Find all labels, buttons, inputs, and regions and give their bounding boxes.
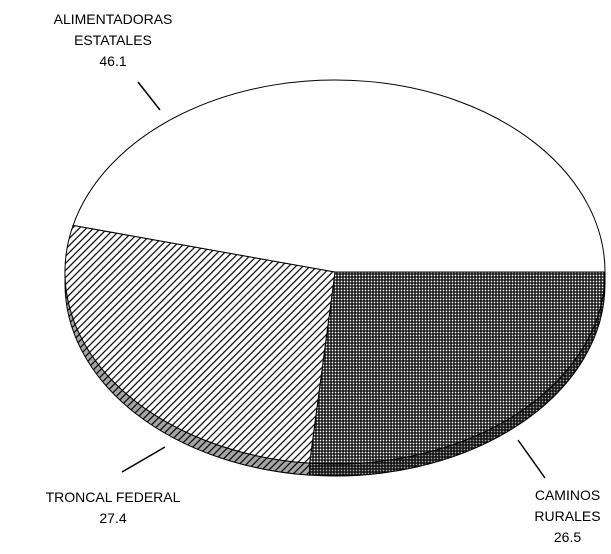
slice [309,271,606,465]
category-label: ALIMENTADORAS ESTATALES [53,11,173,48]
leader-line [517,439,546,479]
slice-label: CAMINOS RURALES 26.5 [530,485,605,548]
category-label: TRONCAL FEDERAL [45,489,181,505]
value-label: 46.1 [99,53,127,69]
value-label: 27.4 [99,510,127,526]
slice [64,224,336,464]
leader-line [121,446,166,473]
slice-label: TRONCAL FEDERAL 27.4 [13,487,213,529]
slice-side-shade [65,272,310,476]
leader-line [137,81,161,111]
slice [72,79,606,273]
category-label: CAMINOS RURALES [534,487,601,524]
value-label: 26.5 [553,529,582,545]
slice-label: ALIMENTADORAS ESTATALES 46.1 [28,9,198,72]
